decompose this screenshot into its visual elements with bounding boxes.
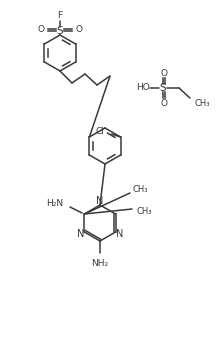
Text: Cl: Cl [96,127,105,135]
Text: O: O [161,69,168,77]
Text: N: N [116,229,123,239]
Text: S: S [57,26,63,36]
Text: CH₃: CH₃ [136,207,151,216]
Text: NH₂: NH₂ [91,259,109,268]
Text: O: O [38,26,44,34]
Text: HO: HO [136,84,150,92]
Text: O: O [75,26,83,34]
Text: N: N [77,229,84,239]
Text: O: O [161,99,168,107]
Text: S: S [160,83,166,93]
Text: N: N [96,195,104,206]
Text: H₂N: H₂N [46,199,63,208]
Text: F: F [57,12,63,20]
Text: CH₃: CH₃ [194,99,210,107]
Text: CH₃: CH₃ [132,184,147,193]
